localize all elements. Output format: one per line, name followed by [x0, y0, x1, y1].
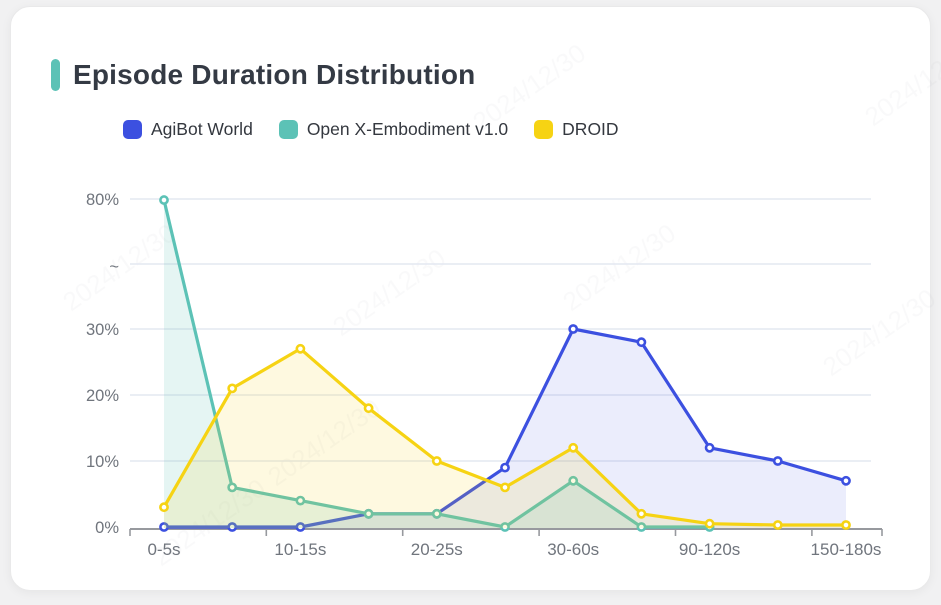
legend-label: DROID: [562, 119, 619, 139]
legend-label: Open X-Embodiment v1.0: [306, 119, 509, 139]
data-point-marker: [500, 482, 510, 493]
data-point-marker: [227, 482, 238, 493]
y-axis-label: ~: [109, 258, 119, 276]
data-point-marker: [772, 520, 783, 530]
x-axis-label: 10-15s: [274, 540, 326, 559]
data-point-marker: [704, 518, 715, 529]
series-line: [162, 198, 712, 529]
data-point-marker: [500, 462, 510, 473]
y-axis-label: 80%: [86, 191, 119, 209]
y-axis-label: 30%: [86, 321, 119, 339]
watermark-text: 2024/12/30: [147, 473, 271, 572]
x-axis-label: 0-5s: [147, 540, 180, 559]
data-point-marker: [431, 508, 442, 519]
chart-header: Episode Duration Distribution: [51, 59, 475, 91]
data-point-marker: [568, 442, 579, 453]
watermark-text: 2024/12/30: [262, 393, 386, 492]
watermark-text: 2024/12/30: [57, 218, 181, 317]
x-axis-label: 90-120s: [679, 540, 740, 559]
y-axis-label: 20%: [86, 387, 119, 405]
data-point-marker: [636, 508, 647, 519]
watermark-text: 2024/12/30: [817, 283, 941, 382]
legend-swatch-open-x-embodiment: [278, 120, 298, 139]
data-point-marker: [772, 456, 783, 466]
line-chart-canvas: 2024/12/302024/12/302024/12/302024/12/30…: [57, 33, 941, 572]
chart-title: Episode Duration Distribution: [73, 59, 476, 90]
data-point-marker: [363, 508, 374, 519]
watermark-text: 2024/12/30: [327, 243, 451, 342]
data-point-marker: [159, 502, 169, 513]
data-point-marker: [363, 403, 374, 414]
x-axis-label: 30-60s: [547, 540, 599, 559]
title-accent-bar: [51, 59, 60, 91]
data-point-marker: [227, 522, 238, 532]
data-point-marker: [636, 522, 647, 532]
data-point-marker: [841, 520, 851, 530]
data-point-marker: [295, 495, 306, 506]
x-axis-label: 20-25s: [411, 540, 463, 559]
data-point-marker: [568, 475, 579, 486]
legend-swatch-droid: [534, 120, 554, 139]
data-point-marker: [431, 456, 442, 466]
series-area: [164, 200, 710, 528]
watermark-text: 2024/12/30: [859, 33, 941, 132]
legend-swatch-agibot-world: [123, 120, 142, 139]
data-point-marker: [704, 522, 715, 532]
legend-label: AgiBot World: [151, 119, 253, 139]
series-line: [162, 327, 848, 529]
data-point-marker: [295, 343, 306, 354]
data-point-marker: [704, 442, 715, 453]
chart-legend: AgiBot World Open X-Embodiment v1.0 DROI…: [123, 119, 645, 140]
data-point-marker: [568, 324, 579, 334]
data-point-marker: [500, 522, 510, 532]
data-point-marker: [159, 195, 169, 205]
chart-card: Episode Duration Distribution AgiBot Wor…: [10, 6, 941, 591]
data-point-marker: [159, 522, 169, 532]
y-axis-label: 10%: [86, 453, 119, 471]
series-area: [164, 329, 846, 528]
x-axis-label: 150-180s: [811, 540, 882, 559]
watermark-text: 2024/12/30: [557, 218, 681, 317]
data-point-marker: [227, 383, 238, 394]
legend-item-agibot-world[interactable]: AgiBot World: [123, 119, 253, 140]
legend-item-droid[interactable]: DROID: [534, 119, 619, 140]
data-point-marker: [636, 337, 647, 348]
series-area: [164, 348, 846, 528]
series-line: [162, 347, 848, 527]
data-point-marker: [363, 508, 374, 519]
data-point-marker: [841, 475, 851, 486]
data-point-marker: [431, 508, 442, 519]
data-point-marker: [295, 522, 306, 532]
y-axis-label: 0%: [95, 519, 119, 537]
legend-item-open-x-embodiment[interactable]: Open X-Embodiment v1.0: [278, 119, 509, 140]
